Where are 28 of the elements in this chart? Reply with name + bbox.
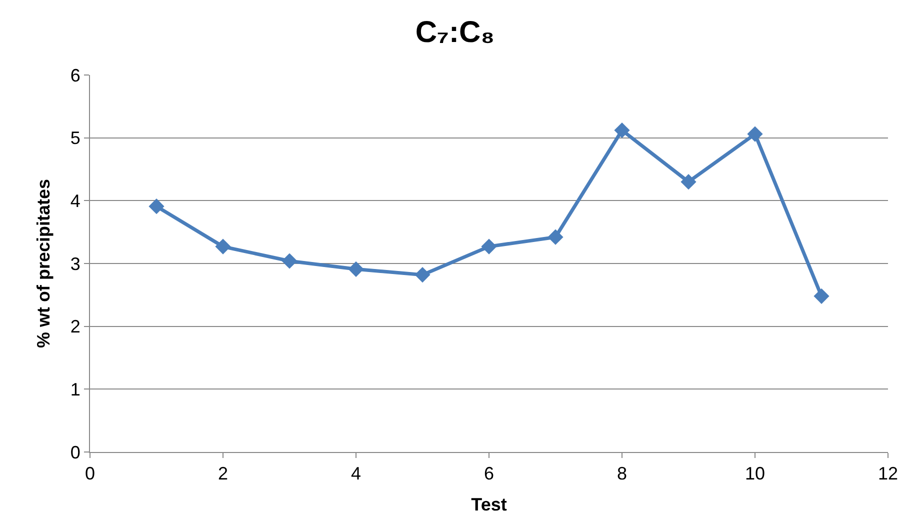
point (680, 174, 696, 190)
x-axis-title: Test (471, 494, 507, 515)
point (548, 229, 564, 245)
y-tick-label: 1 (70, 379, 80, 400)
x-tick-label: 2 (218, 464, 228, 484)
y-tick-label: 3 (70, 254, 80, 274)
x-tick-label: 12 (878, 464, 898, 484)
y-axis-title: % wt of precipitates (34, 178, 54, 348)
y-tick-label: 6 (70, 65, 80, 86)
y-tick-label: 2 (70, 316, 80, 337)
point (481, 238, 497, 254)
point (747, 126, 763, 142)
x-tick-label: 8 (616, 464, 628, 484)
x-tick-label: 0 (84, 464, 96, 484)
point (148, 198, 164, 214)
x-tick-label: 4 (350, 464, 362, 484)
point (814, 288, 830, 304)
point (215, 238, 231, 254)
point (414, 267, 430, 283)
chart-title: C₇:C₈ (415, 16, 495, 49)
y-tick-label: 4 (70, 190, 80, 211)
x-tick-label: 10 (744, 464, 766, 484)
point (348, 261, 364, 277)
x-tick-label: 6 (484, 464, 494, 484)
point (614, 122, 630, 138)
y-tick-label: 0 (70, 442, 80, 462)
y-tick-label: 5 (70, 128, 80, 148)
point (282, 253, 298, 269)
